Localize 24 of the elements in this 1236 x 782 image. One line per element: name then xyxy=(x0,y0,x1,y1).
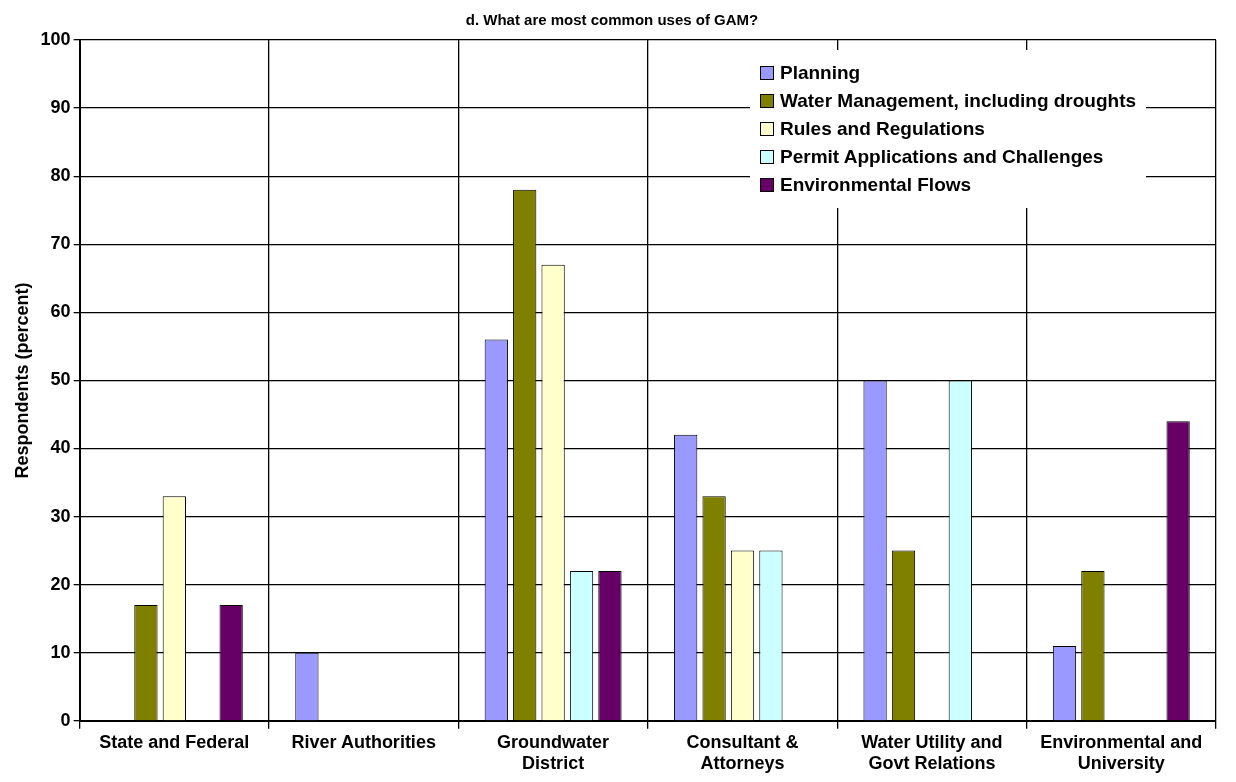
legend-label: Rules and Regulations xyxy=(780,118,985,140)
y-tick-label: 50 xyxy=(50,369,71,390)
x-tick-label: Water Utility and Govt Relations xyxy=(861,731,1003,774)
legend-label: Environmental Flows xyxy=(780,174,972,196)
x-tick-label: Groundwater District xyxy=(497,731,610,774)
legend-label: Water Management, including droughts xyxy=(780,90,1137,112)
y-tick-label: 60 xyxy=(50,301,71,322)
y-tick-label: 0 xyxy=(60,709,71,730)
y-tick-label: 70 xyxy=(50,233,71,254)
y-tick-label: 20 xyxy=(50,573,71,594)
x-tick-label: State and Federal xyxy=(99,731,250,752)
legend-label: Planning xyxy=(780,62,861,84)
y-axis-title: Respondents (percent) xyxy=(11,282,32,479)
legend-label: Permit Applications and Challenges xyxy=(780,146,1104,168)
x-tick-label: River Authorities xyxy=(291,731,436,752)
x-tick-label: Consultant & Attorneys xyxy=(686,731,799,774)
y-tick-label: 80 xyxy=(50,165,71,186)
y-tick-label: 30 xyxy=(50,505,71,526)
chart-title: d. What are most common uses of GAM? xyxy=(465,11,759,29)
y-tick-label: 40 xyxy=(50,437,71,458)
y-tick-label: 100 xyxy=(40,28,71,49)
y-tick-label: 90 xyxy=(50,97,71,118)
x-tick-label: Environmental and University xyxy=(1040,731,1203,774)
y-tick-label: 10 xyxy=(50,641,71,662)
